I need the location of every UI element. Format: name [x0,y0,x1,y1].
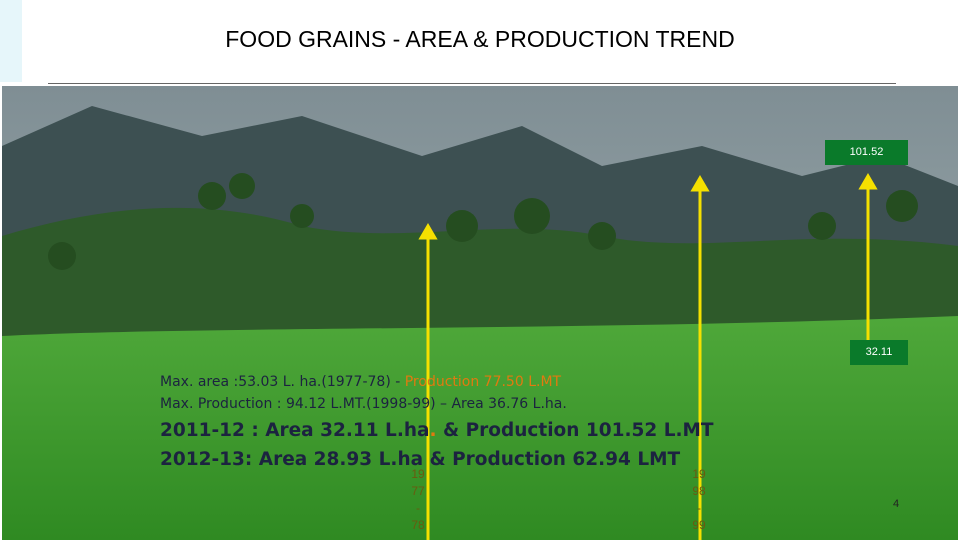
landscape-photo [2,86,958,540]
year-part: 19 [692,467,706,481]
text-span: . [429,420,444,441]
text-line: 2012-13: Area 28.93 L.ha & Production 62… [160,449,680,470]
year-part: 19 [411,467,425,481]
text-span: & Production 101.52 L.MT [443,420,714,441]
divider [48,83,896,84]
text-line: 2011-12 : Area 32.11 L.ha. & Production … [160,420,714,441]
year-part: - [697,501,701,515]
text-span: 2011-12 : Area 32.11 L.ha [160,420,430,441]
text-line: Max. Production : 94.12 L.MT.(1998-99) –… [160,396,567,412]
palms [48,173,918,270]
text-span: 2012-13: Area 28.93 L.ha & Production 62… [160,449,681,470]
year-label: 19 77 - 78 [408,466,428,534]
year-part: 99 [692,518,706,532]
year-part: 98 [692,484,706,498]
year-part: - [416,501,420,515]
side-strip [0,0,22,82]
production-callout: 101.52 [825,140,908,165]
field [2,316,958,540]
arrow-head [858,173,878,190]
slide-title: FOOD GRAINS - AREA & PRODUCTION TREND [225,26,735,52]
year-part: 77 [411,484,425,498]
text-span: Max. Production : 94.12 L.MT.(1998-99) –… [160,396,567,412]
arrow-head [418,223,438,240]
area-callout: 32.11 [850,340,908,365]
year-label: 19 98 - 99 [689,466,709,534]
text-span: Production 77.50 L.MT [404,374,562,390]
text-line: Max. area :53.03 L. ha.(1977-78) - Produ… [160,374,561,390]
arrow-head [690,175,710,192]
tree-line [2,207,958,356]
year-part: 78 [411,518,425,532]
page-number: 4 [893,498,900,510]
text-span: Max. area :53.03 L. ha.(1977-78) - [160,374,405,390]
